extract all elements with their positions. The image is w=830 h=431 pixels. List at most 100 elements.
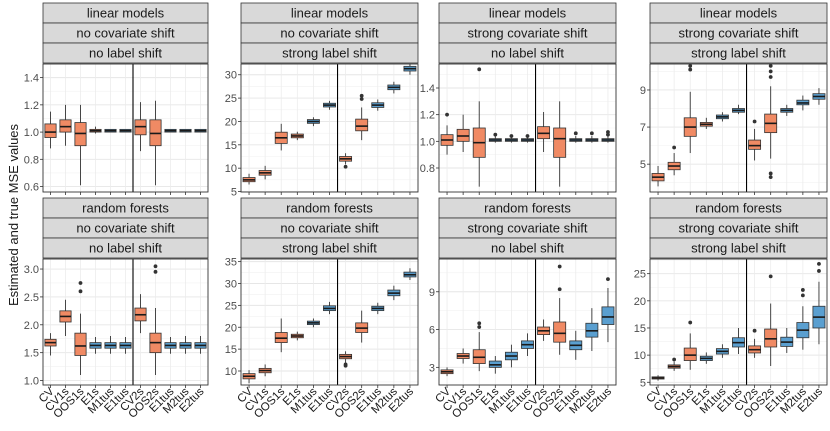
box-M2tus [179, 335, 192, 354]
box-E1tus [119, 337, 132, 354]
y-tick-label: 1.4 [24, 73, 39, 85]
box-E1tus [521, 333, 534, 357]
outlier-point [672, 145, 677, 150]
y-tick-label: 10 [634, 350, 646, 362]
box-M1tus [104, 128, 117, 133]
box-E1s [290, 331, 304, 341]
box-CV2s [134, 294, 147, 334]
box-E1tus [569, 330, 583, 360]
box-E1tus [780, 327, 794, 353]
box-M1tus [715, 112, 729, 122]
y-tick-label: 9 [640, 85, 646, 97]
box-OOS1s [74, 281, 87, 375]
box-CV2s [134, 102, 147, 152]
strip-label: random forests [484, 201, 571, 216]
strip-label: linear models [489, 6, 567, 21]
outlier-point [343, 164, 348, 169]
strip-label: no label shift [89, 46, 162, 61]
box-M1tus [504, 344, 518, 368]
box-CV [44, 333, 57, 356]
strip-label: linear models [291, 6, 369, 21]
y-tick-label: 10 [225, 366, 237, 378]
box-E2tus [812, 261, 826, 345]
outlier-point [557, 264, 562, 269]
box-M1tus [104, 335, 117, 354]
box-M1tus [306, 318, 320, 328]
box-CV1s [456, 348, 470, 364]
y-tick-label: 3 [429, 362, 435, 374]
outlier-point [153, 269, 158, 274]
box-M1tus [504, 134, 518, 143]
strip-label: strong covariate shift [679, 26, 799, 41]
outlier-point [800, 288, 805, 292]
strip-label: no label shift [491, 241, 564, 256]
box-OOS2s [149, 264, 162, 375]
box-CV1s [59, 104, 72, 146]
box-M2tus [387, 285, 401, 301]
outlier-point [477, 321, 482, 326]
outlier-point [359, 93, 364, 98]
outlier-point [752, 119, 757, 124]
box-CV2s [339, 153, 353, 169]
strip-header [240, 42, 419, 64]
box-OOS1s [274, 318, 288, 353]
box-E1tus [371, 99, 385, 111]
outlier-point [800, 293, 805, 298]
box-E1tus [569, 131, 583, 143]
box-E1s [699, 117, 713, 129]
y-tick-label: 20 [634, 296, 646, 308]
y-axis-title: Estimated and true MSE values [6, 123, 21, 306]
box-E2tus [194, 335, 207, 354]
outlier-point [573, 131, 578, 136]
strip-label: random forests [286, 201, 373, 216]
box-OOS2s [764, 274, 778, 366]
panel-r1-c1: linear models no covariate shift no label … [24, 2, 209, 195]
y-tick-label: 20 [225, 322, 237, 334]
strip-label: strong label shift [691, 46, 786, 61]
outlier-point [606, 130, 610, 134]
y-tick-label: 0.8 [24, 154, 39, 166]
box-CV2s [339, 351, 353, 368]
y-tick-label: 7 [640, 122, 646, 134]
outlier-point [768, 75, 773, 79]
outlier-point [78, 281, 83, 285]
box-E1tus [323, 301, 336, 315]
box-E2tus [601, 130, 615, 143]
box-OOS1s [472, 321, 486, 372]
box-E1tus [164, 128, 177, 133]
box-E1s [89, 337, 102, 354]
y-tick-label: 2.5 [24, 292, 39, 304]
box-body [601, 306, 615, 325]
box-body [764, 328, 778, 348]
outlier-point [445, 112, 449, 117]
outlier-point [768, 69, 773, 74]
strip-label: strong label shift [691, 241, 786, 256]
strip-header [240, 237, 419, 259]
y-tick-label: 5 [640, 159, 646, 171]
box-E2tus [601, 277, 615, 343]
box-CV1s [667, 145, 681, 176]
box-E2tus [812, 88, 826, 105]
strip-label: strong covariate shift [468, 26, 588, 41]
strip-label: strong covariate shift [468, 221, 588, 236]
panel-r1-c3: linear models strong covariate shift no la… [420, 2, 617, 195]
outlier-point [768, 171, 773, 176]
y-tick-label: 1.4 [420, 83, 435, 95]
panel-r1-c2: linear models no covariate shift strong la… [225, 2, 419, 199]
box-E1s [89, 126, 102, 134]
outlier-point [477, 325, 482, 329]
box-OOS2s [149, 100, 162, 186]
box-body [553, 321, 567, 343]
strip-label: random forests [695, 201, 782, 216]
box-E2tus [403, 268, 417, 280]
box-M2tus [796, 288, 810, 350]
box-CV2s [537, 112, 551, 152]
box-M2tus [796, 95, 810, 111]
panel-r2-c4: random forests strong covariate shift stro… [634, 197, 828, 421]
box-E1tus [521, 134, 534, 143]
box-E1tus [164, 337, 177, 354]
y-tick-label: 15 [634, 323, 646, 335]
box-CV [651, 375, 665, 381]
outlier-point [817, 261, 821, 266]
box-CV2s [748, 328, 762, 358]
